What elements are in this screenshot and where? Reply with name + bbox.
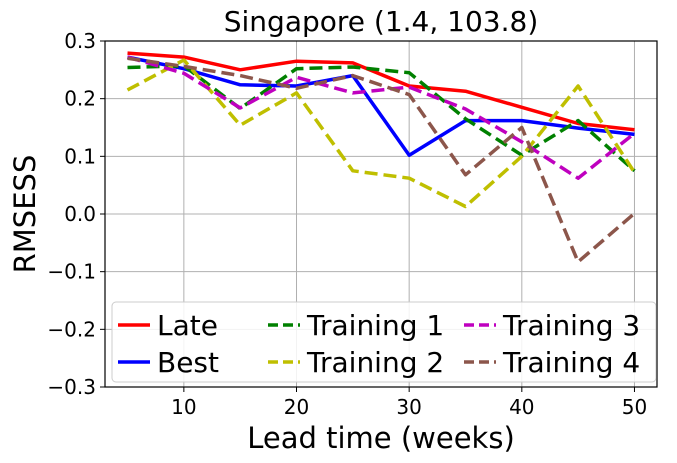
legend: Late Best Training 1 Training 2 Training 3 Tr… [111, 301, 657, 383]
legend-label: Training 1 [306, 309, 444, 342]
y-tick-label: 0.3 [64, 29, 96, 53]
series-line-training-4 [127, 56, 636, 264]
legend-label: Training 3 [502, 309, 640, 342]
series-line-late [127, 51, 635, 132]
x-tick-label: 20 [284, 395, 309, 419]
legend-label: Training 2 [306, 346, 444, 379]
x-tick-labels: 10 20 30 40 50 [171, 395, 647, 419]
x-tick-label: 40 [509, 395, 534, 419]
y-axis-label: RMSESS [8, 155, 42, 274]
series-line-training-1 [127, 64, 636, 173]
series-line-training-2 [126, 58, 636, 209]
y-tick-labels: −0.3 −0.2 −0.1 0.0 0.1 0.2 0.3 [47, 29, 96, 399]
legend-label: Late [157, 309, 218, 342]
series-lines [126, 51, 636, 264]
legend-box [111, 301, 657, 383]
x-tick-label: 30 [396, 395, 421, 419]
legend-label: Best [157, 346, 219, 379]
legend-label: Training 4 [502, 346, 640, 379]
x-axis-label: Lead time (weeks) [247, 421, 515, 455]
y-tick-label: 0.1 [64, 144, 96, 168]
y-tick-label: −0.3 [47, 375, 96, 399]
y-tick-label: 0.2 [64, 87, 96, 111]
x-tick-label: 50 [622, 395, 647, 419]
y-tick-label: 0.0 [64, 202, 96, 226]
series-line-training-3 [127, 55, 636, 180]
plot-frame [104, 40, 658, 388]
x-tick-label: 10 [171, 395, 196, 419]
y-tick-label: −0.2 [47, 317, 96, 341]
chart-title: Singapore (1.4, 103.8) [224, 5, 539, 38]
y-tick-label: −0.1 [47, 260, 96, 284]
series-line-best [127, 55, 635, 157]
